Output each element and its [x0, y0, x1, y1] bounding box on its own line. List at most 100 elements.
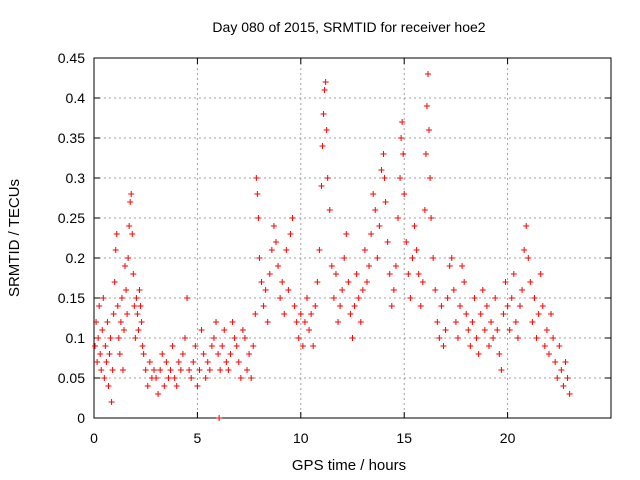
data-point: [223, 359, 230, 365]
data-point: [194, 383, 201, 389]
y-tick-label: 0.1: [66, 330, 86, 346]
x-tick-label: 20: [500, 430, 516, 446]
data-point: [112, 247, 119, 253]
data-point: [125, 255, 132, 261]
data-point: [215, 351, 222, 357]
data-point: [398, 135, 405, 141]
data-point: [93, 319, 100, 325]
y-tick-label: 0.45: [58, 50, 85, 66]
data-point: [248, 375, 255, 381]
y-tick-label: 0.2: [66, 250, 86, 266]
data-point: [392, 263, 399, 269]
data-point: [330, 295, 337, 301]
data-point: [483, 303, 490, 309]
data-point: [252, 311, 259, 317]
data-point: [426, 127, 433, 133]
data-point: [400, 151, 407, 157]
data-point: [105, 383, 112, 389]
data-point: [137, 303, 144, 309]
data-point: [239, 327, 246, 333]
data-point: [485, 343, 492, 349]
x-tick-label: 0: [90, 430, 98, 446]
data-point: [299, 343, 306, 349]
data-point: [349, 335, 356, 341]
data-point: [428, 215, 435, 221]
data-point: [142, 367, 149, 373]
data-point: [254, 191, 261, 197]
data-point: [438, 303, 445, 309]
data-point: [188, 375, 195, 381]
data-point: [343, 231, 350, 237]
data-point: [129, 231, 136, 237]
data-point: [181, 335, 188, 341]
data-point: [208, 343, 215, 349]
data-point: [473, 335, 480, 341]
data-point: [106, 351, 113, 357]
data-point: [111, 279, 118, 285]
data-point: [465, 327, 472, 333]
data-point: [409, 255, 416, 261]
data-point: [202, 375, 209, 381]
data-point: [461, 279, 468, 285]
data-point: [200, 351, 207, 357]
data-point: [196, 367, 203, 373]
data-point: [419, 279, 426, 285]
data-point: [417, 303, 424, 309]
data-point: [233, 343, 240, 349]
data-point: [116, 351, 123, 357]
data-point: [372, 207, 379, 213]
data-point: [384, 239, 391, 245]
data-point: [517, 303, 524, 309]
data-point: [99, 327, 106, 333]
data-point: [213, 319, 220, 325]
data-point: [488, 319, 495, 325]
data-point: [113, 231, 120, 237]
data-point: [167, 367, 174, 373]
data-point: [135, 327, 142, 333]
data-point: [382, 199, 389, 205]
data-point: [169, 343, 176, 349]
data-point: [102, 343, 109, 349]
data-point: [427, 175, 434, 181]
data-point: [467, 343, 474, 349]
data-point: [100, 295, 107, 301]
data-point: [405, 271, 412, 277]
data-point: [337, 303, 344, 309]
data-point: [422, 151, 429, 157]
data-point: [432, 287, 439, 293]
data-point: [277, 295, 284, 301]
chart-title: Day 080 of 2015, SRMTID for receiver hoe…: [212, 19, 485, 35]
data-point: [134, 311, 141, 317]
data-point: [264, 319, 271, 325]
data-point: [525, 255, 532, 261]
data-point: [258, 279, 265, 285]
data-point: [552, 359, 559, 365]
data-point: [322, 79, 329, 85]
data-point: [109, 367, 116, 373]
data-point: [415, 271, 422, 277]
data-point: [319, 143, 326, 149]
data-point: [118, 295, 125, 301]
y-tick-label: 0: [77, 410, 85, 426]
data-point: [537, 271, 544, 277]
data-point: [103, 359, 110, 365]
data-point: [161, 383, 168, 389]
data-point: [560, 383, 567, 389]
data-point: [139, 343, 146, 349]
data-point: [527, 279, 534, 285]
data-point: [554, 375, 561, 381]
data-point: [275, 263, 282, 269]
data-point: [541, 343, 548, 349]
data-point: [256, 255, 263, 261]
data-point: [301, 319, 308, 325]
data-point: [204, 359, 211, 365]
data-point: [206, 367, 213, 373]
data-point: [506, 327, 513, 333]
data-point: [436, 335, 443, 341]
y-tick-label: 0.25: [58, 210, 85, 226]
data-point: [457, 303, 464, 309]
data-point: [114, 303, 121, 309]
data-point: [531, 295, 538, 301]
data-point: [566, 391, 573, 397]
